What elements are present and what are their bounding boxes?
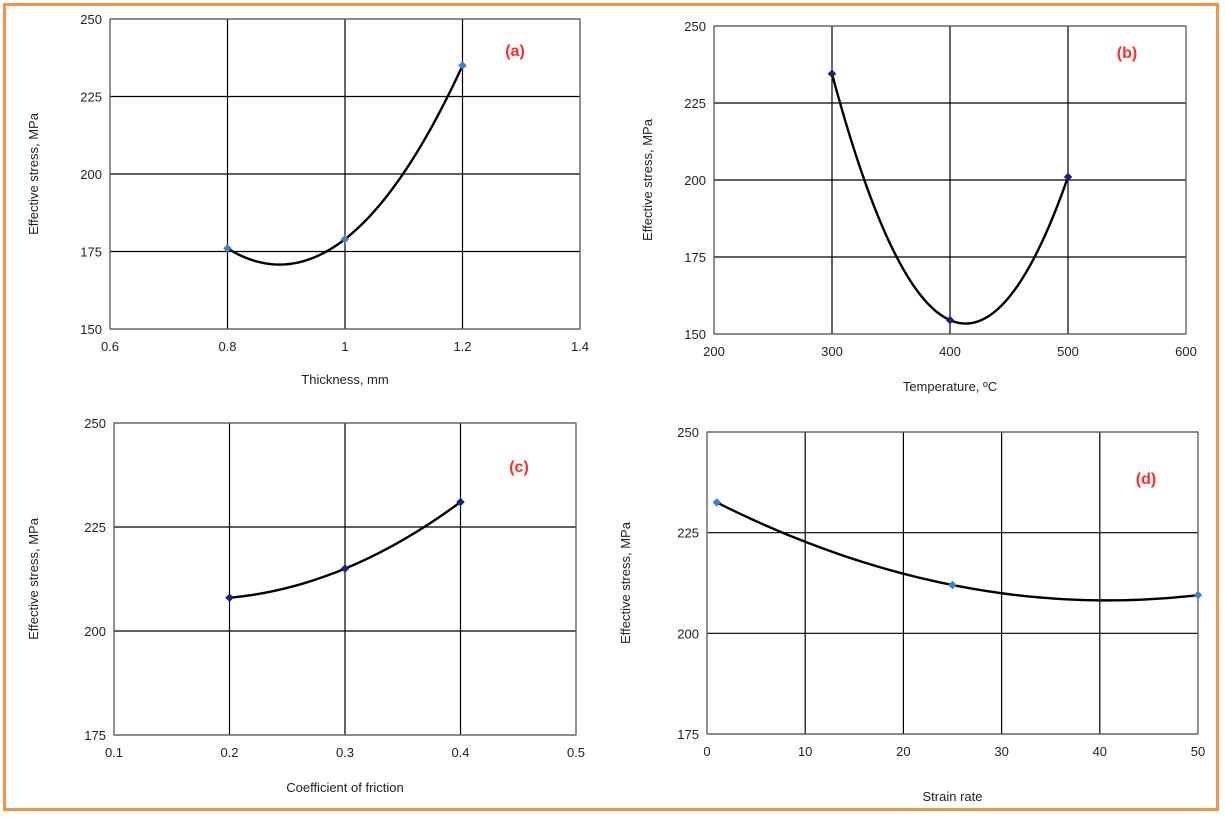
chart-d-x-tick-label: 10 <box>798 744 812 759</box>
chart-b-x-tick-label: 300 <box>821 344 843 359</box>
chart-c-x-tick-label: 0.3 <box>336 745 354 760</box>
chart-c-y-axis-title: Effective stress, MPa <box>26 517 41 640</box>
chart-b-plot-area <box>713 25 1187 335</box>
chart-a-y-axis-title: Effective stress, MPa <box>26 112 41 235</box>
chart-c-y-tick-label: 200 <box>84 624 106 639</box>
chart-b-y-axis-title: Effective stress, MPa <box>640 118 655 241</box>
chart-a-y-tick-label: 175 <box>80 245 102 260</box>
chart-a-x-tick-label: 0.6 <box>101 339 119 354</box>
chart-b-x-tick-label: 200 <box>703 344 725 359</box>
chart-c-panel-label: (c) <box>509 459 529 476</box>
chart-d-panel-label: (d) <box>1136 471 1156 488</box>
chart-d-plot-area <box>706 431 1199 735</box>
chart-b-x-tick-label: 500 <box>1057 344 1079 359</box>
chart-c-data-point <box>225 593 234 603</box>
chart-d-x-tick-label: 20 <box>896 744 910 759</box>
chart-b-y-tick-label: 175 <box>684 250 706 265</box>
chart-a-data-point <box>223 244 232 253</box>
chart-c-y-tick-label: 175 <box>84 728 106 743</box>
chart-a-y-tick-label: 150 <box>80 322 102 337</box>
chart-b-x-tick-label: 600 <box>1175 344 1197 359</box>
chart-b-y-tick-label: 150 <box>684 327 706 342</box>
chart-c-x-tick-label: 0.1 <box>105 745 123 760</box>
chart-a-y-tick-label: 250 <box>80 12 102 27</box>
chart-c-x-tick-label: 0.5 <box>567 745 585 760</box>
chart-b-data-point <box>945 315 955 325</box>
chart-c-plot-area <box>113 422 577 736</box>
chart-a-panel-label: (a) <box>505 43 525 60</box>
chart-a-plot-area <box>109 18 581 330</box>
chart-c-y-tick-label: 225 <box>84 520 106 535</box>
chart-panel-b: 150 175 200 225 250 200 300 400 500 600 Temperatur… <box>640 19 1197 394</box>
chart-d-data-point <box>712 498 722 507</box>
chart-c-x-tick-label: 0.2 <box>220 745 238 760</box>
chart-a-x-tick-label: 0.8 <box>218 339 236 354</box>
chart-a-data-point <box>458 61 467 70</box>
chart-b-data-point <box>1063 172 1073 182</box>
chart-d-y-tick-label: 250 <box>677 425 699 440</box>
chart-a-y-tick-label: 225 <box>80 90 102 105</box>
chart-d-data-point <box>1193 590 1203 600</box>
chart-a-x-tick-label: 1.2 <box>453 339 471 354</box>
chart-d-y-tick-label: 225 <box>677 526 699 541</box>
chart-b-y-tick-label: 250 <box>684 19 706 34</box>
chart-d-y-tick-label: 175 <box>677 727 699 742</box>
chart-a-x-tick-label: 1 <box>341 339 348 354</box>
chart-c-x-axis-title: Coefficient of friction <box>286 780 404 795</box>
chart-c-data-point <box>340 564 350 573</box>
chart-a-x-tick-label: 1.4 <box>571 339 589 354</box>
chart-d-y-tick-label: 200 <box>677 626 699 641</box>
chart-d-x-axis-title: Strain rate <box>923 789 983 804</box>
chart-b-panel-label: (b) <box>1117 45 1137 62</box>
chart-d-y-axis-title: Effective stress, MPa <box>618 521 633 644</box>
chart-b-data-point <box>827 69 837 79</box>
chart-panel-c: 175 200 225 250 0.1 0.2 0.3 0.4 0.5 Coefficient o… <box>26 416 585 795</box>
chart-d-x-tick-label: 0 <box>703 744 710 759</box>
chart-panel-a: 150 175 200 225 250 0.6 0.8 1 1.2 1.4 Thickness, m… <box>26 12 589 387</box>
chart-a-y-tick-label: 200 <box>80 167 102 182</box>
chart-d-x-tick-label: 40 <box>1093 744 1107 759</box>
chart-d-x-tick-label: 30 <box>994 744 1008 759</box>
chart-c-y-tick-label: 250 <box>84 416 106 431</box>
chart-panel-d: 175 200 225 250 0 10 20 30 40 50 Strain rate Effect… <box>618 425 1205 804</box>
chart-c-x-tick-label: 0.4 <box>451 745 469 760</box>
chart-d-x-tick-label: 50 <box>1191 744 1205 759</box>
chart-b-x-axis-title: Temperature, ºC <box>903 379 997 394</box>
figure-frame <box>3 3 1219 811</box>
chart-b-y-tick-label: 225 <box>684 96 706 111</box>
chart-c-data-point <box>456 497 465 507</box>
chart-d-trend-curve <box>716 501 1199 602</box>
chart-b-y-tick-label: 200 <box>684 173 706 188</box>
chart-b-x-tick-label: 400 <box>939 344 961 359</box>
chart-d-data-point <box>948 580 957 590</box>
chart-a-data-point <box>340 234 350 244</box>
chart-a-x-axis-title: Thickness, mm <box>301 372 388 387</box>
